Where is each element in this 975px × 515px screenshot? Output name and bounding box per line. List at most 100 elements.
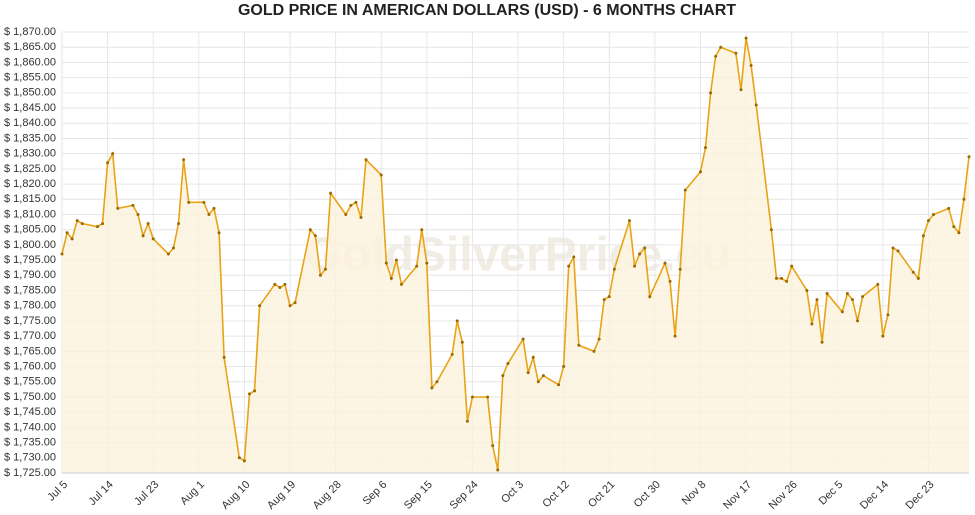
- y-tick-label: $ 1,870.00: [4, 26, 56, 38]
- point: [536, 380, 540, 384]
- x-tick-label: Aug 19: [265, 479, 298, 512]
- point: [774, 276, 778, 280]
- point: [212, 206, 216, 210]
- point: [633, 264, 637, 268]
- point: [60, 252, 64, 256]
- point: [247, 392, 251, 396]
- point: [704, 146, 708, 150]
- point: [430, 386, 434, 390]
- x-tick-label: Nov 8: [680, 479, 709, 508]
- y-tick-label: $ 1,815.00: [4, 193, 56, 205]
- point: [643, 246, 647, 250]
- point: [318, 273, 322, 277]
- point: [698, 170, 702, 174]
- y-tick-label: $ 1,830.00: [4, 148, 56, 160]
- point: [648, 295, 652, 299]
- y-tick-label: $ 1,760.00: [4, 360, 56, 372]
- point: [166, 252, 170, 256]
- y-tick-label: $ 1,770.00: [4, 330, 56, 342]
- point: [136, 212, 140, 216]
- point: [177, 222, 181, 226]
- point: [151, 237, 155, 241]
- point: [399, 282, 403, 286]
- point: [237, 456, 241, 460]
- y-tick-label: $ 1,755.00: [4, 376, 56, 388]
- point: [470, 395, 474, 399]
- point: [95, 225, 99, 229]
- point: [592, 349, 596, 353]
- point: [364, 158, 368, 162]
- area: [62, 38, 969, 473]
- point: [283, 282, 287, 286]
- point: [293, 301, 297, 305]
- point: [815, 298, 819, 302]
- x-tick-label: Jul 23: [132, 479, 161, 508]
- point: [952, 225, 956, 229]
- y-tick-label: $ 1,775.00: [4, 315, 56, 327]
- point: [663, 261, 667, 265]
- point: [415, 264, 419, 268]
- y-tick-label: $ 1,785.00: [4, 284, 56, 296]
- x-tick-label: Oct 3: [499, 479, 526, 506]
- point: [359, 216, 363, 220]
- point: [217, 231, 221, 235]
- point: [719, 45, 723, 49]
- x-tick-label: Aug 1: [178, 479, 207, 508]
- point: [678, 267, 682, 271]
- x-tick-label: Sep 15: [402, 479, 435, 512]
- point: [521, 337, 525, 341]
- y-tick-label: $ 1,790.00: [4, 269, 56, 281]
- point: [526, 371, 530, 375]
- y-tick-label: $ 1,735.00: [4, 436, 56, 448]
- point: [425, 261, 429, 265]
- point: [541, 374, 545, 378]
- point: [455, 319, 459, 323]
- y-tick-label: $ 1,745.00: [4, 406, 56, 418]
- point: [840, 310, 844, 314]
- point: [790, 264, 794, 268]
- point: [947, 206, 951, 210]
- point: [744, 36, 748, 40]
- point: [450, 352, 454, 356]
- point: [111, 152, 115, 156]
- point: [810, 322, 814, 326]
- y-tick-label: $ 1,855.00: [4, 72, 56, 84]
- y-tick-label: $ 1,795.00: [4, 254, 56, 266]
- y-tick-label: $ 1,845.00: [4, 102, 56, 114]
- point: [501, 374, 505, 378]
- point: [379, 173, 383, 177]
- point: [207, 212, 211, 216]
- point: [491, 444, 495, 448]
- point: [825, 292, 829, 296]
- point: [861, 295, 865, 299]
- y-tick-label: $ 1,860.00: [4, 56, 56, 68]
- point: [916, 276, 920, 280]
- point: [612, 267, 616, 271]
- point: [344, 212, 348, 216]
- point: [313, 234, 317, 238]
- point: [557, 383, 561, 387]
- x-tick-label: Dec 23: [904, 479, 937, 512]
- x-tick-label: Dec 5: [817, 479, 846, 508]
- point: [683, 188, 687, 192]
- point: [242, 459, 246, 463]
- point: [881, 334, 885, 338]
- point: [258, 304, 262, 308]
- point: [769, 228, 773, 232]
- y-tick-label: $ 1,820.00: [4, 178, 56, 190]
- point: [896, 249, 900, 253]
- point: [106, 161, 110, 165]
- point: [597, 337, 601, 341]
- point: [668, 279, 672, 283]
- y-tick-label: $ 1,850.00: [4, 87, 56, 99]
- x-tick-label: Sep 6: [361, 479, 390, 508]
- point: [602, 298, 606, 302]
- point: [116, 206, 120, 210]
- x-tick-label: Jul 14: [87, 479, 116, 508]
- point: [845, 292, 849, 296]
- point: [638, 252, 642, 256]
- y-tick-label: $ 1,810.00: [4, 208, 56, 220]
- x-tick-label: Nov 26: [767, 479, 800, 512]
- x-tick-label: Oct 21: [586, 479, 617, 510]
